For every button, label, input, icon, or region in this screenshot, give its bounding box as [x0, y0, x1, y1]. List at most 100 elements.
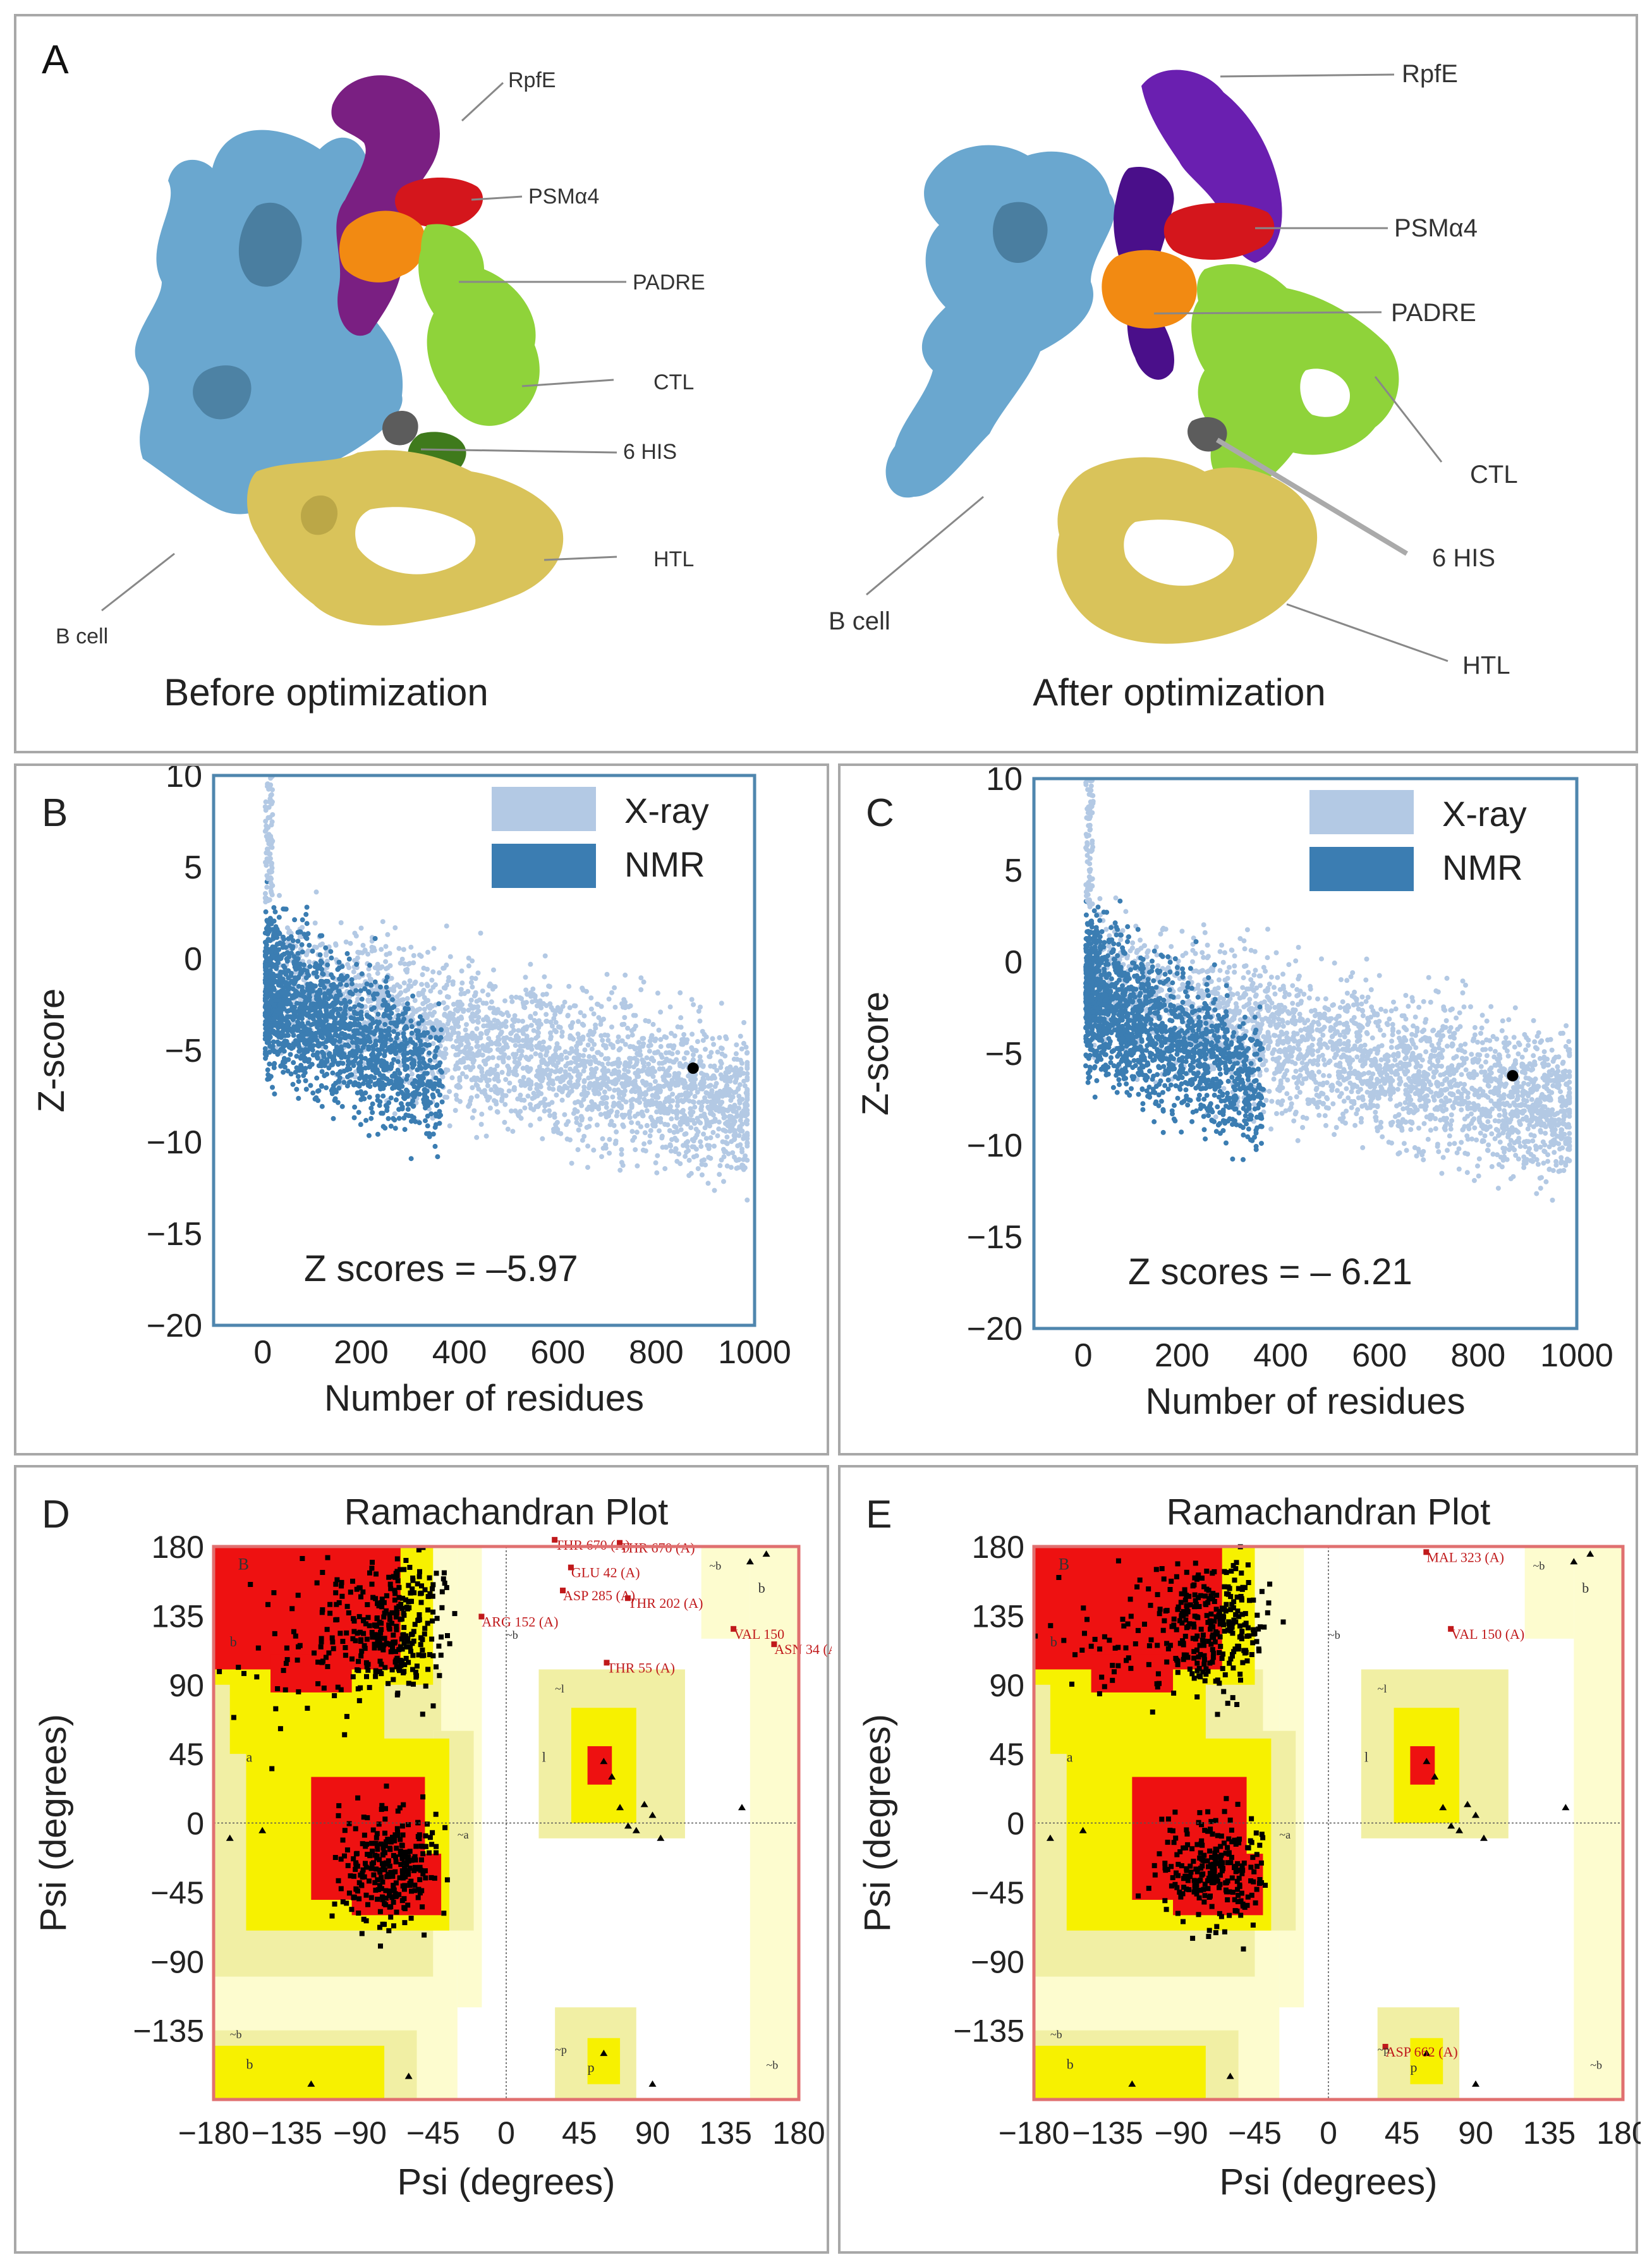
xray-point [586, 1032, 592, 1038]
xray-point [1526, 1081, 1531, 1087]
xray-point [521, 1074, 526, 1080]
xray-point [695, 1166, 701, 1172]
xray-point [1488, 1098, 1494, 1103]
nmr-point [428, 1111, 434, 1117]
nmr-point [304, 921, 310, 927]
xray-point [474, 1043, 480, 1049]
nmr-point [392, 1085, 398, 1090]
xray-point [520, 1066, 526, 1071]
xray-point [478, 1031, 483, 1036]
xray-point [1527, 1061, 1533, 1067]
xray-point [637, 1100, 642, 1105]
xray-point [626, 1064, 632, 1069]
nmr-point [295, 939, 301, 944]
nmr-point [358, 1054, 364, 1059]
xray-point [679, 1109, 684, 1115]
xray-point [665, 1122, 671, 1127]
xray-point [576, 1127, 581, 1133]
xray-point [431, 945, 437, 951]
xray-point [444, 1005, 450, 1010]
xray-point [662, 1034, 667, 1040]
xray-point [1449, 1084, 1454, 1090]
xray-point [652, 1123, 658, 1129]
nmr-point [305, 1038, 311, 1044]
xray-point [430, 1071, 435, 1077]
xray-point [712, 1063, 717, 1069]
xray-point [510, 1129, 516, 1134]
nmr-point [329, 1039, 335, 1045]
nmr-point [381, 1013, 387, 1019]
xray-point [551, 1016, 557, 1021]
nmr-point [413, 1119, 418, 1124]
xray-point [451, 1002, 456, 1007]
xray-point [385, 932, 391, 937]
nmr-point [388, 1036, 394, 1042]
xray-point [511, 1019, 517, 1024]
nmr-point [411, 1115, 416, 1121]
nmr-point [317, 1000, 323, 1006]
xray-point [569, 1160, 574, 1166]
nmr-point [323, 1028, 329, 1034]
xray-point [626, 1082, 631, 1088]
xray-point [674, 1076, 680, 1082]
xray-point [724, 1086, 730, 1092]
xray-point [643, 1148, 648, 1153]
xray-point [630, 1097, 636, 1102]
xray-point [1359, 1115, 1364, 1121]
xray-point [667, 1086, 673, 1091]
xray-point [680, 1064, 686, 1069]
xray-point [550, 1053, 556, 1059]
xray-point [599, 1154, 604, 1160]
nmr-point [395, 1091, 401, 1097]
nmr-point [392, 1126, 398, 1131]
xray-point [485, 1016, 490, 1021]
nmr-point [415, 1079, 420, 1085]
xray-point [724, 1134, 730, 1140]
xray-point [516, 1061, 521, 1067]
xray-point [732, 1079, 738, 1085]
xray-point [518, 1109, 523, 1114]
xray-point [270, 838, 276, 844]
xray-point [587, 1116, 593, 1122]
xray-point [581, 1013, 587, 1019]
xray-point [442, 1012, 447, 1018]
xray-point [1506, 1017, 1512, 1023]
xray-point [466, 1103, 471, 1109]
xray-point [530, 986, 536, 992]
nmr-point [356, 1110, 361, 1115]
xray-point [738, 1117, 743, 1123]
nmr-point [286, 1057, 291, 1062]
xray-point [547, 1001, 553, 1007]
xray-point [451, 1026, 456, 1031]
nmr-point [391, 1029, 397, 1035]
xray-point [454, 1038, 459, 1044]
xray-point [657, 1128, 662, 1134]
xray-point [616, 1064, 621, 1069]
nmr-point [319, 1063, 324, 1069]
xray-point [708, 1155, 714, 1161]
before-htl-hole [355, 507, 476, 574]
nmr-point [376, 1048, 382, 1054]
xray-point [1461, 1004, 1467, 1010]
nmr-point [372, 1081, 378, 1087]
nmr-point [336, 959, 342, 965]
xray-point [530, 992, 536, 997]
nmr-point [423, 1118, 428, 1124]
xray-point [537, 1042, 542, 1047]
nmr-point [286, 954, 292, 959]
xray-point [1232, 969, 1237, 975]
nmr-point [286, 975, 291, 981]
xray-point [1282, 994, 1287, 1000]
xray-point [499, 1096, 505, 1102]
before-label-psm: PSMα4 [528, 185, 599, 209]
xray-point [468, 980, 474, 985]
before-psm-domain [394, 178, 483, 228]
nmr-point [342, 1016, 348, 1021]
nmr-point [286, 981, 292, 987]
nmr-point [408, 1018, 414, 1024]
xray-point [402, 961, 408, 967]
nmr-point [281, 1026, 286, 1032]
nmr-point [289, 995, 295, 1001]
xray-point [421, 965, 427, 971]
nmr-point [307, 1057, 312, 1062]
